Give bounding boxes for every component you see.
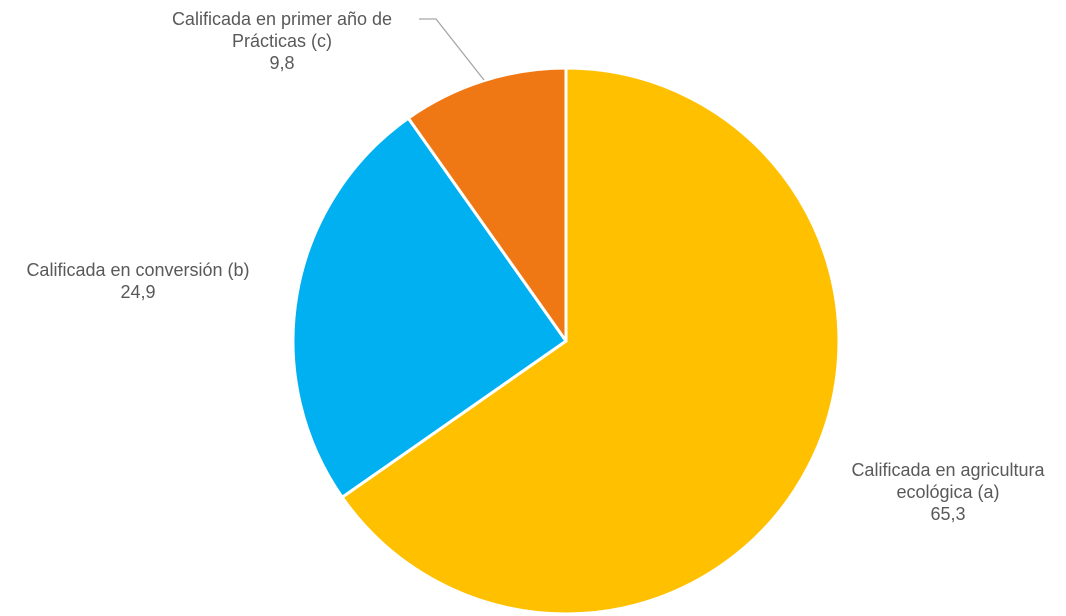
slice-category-line-0-0: Calificada en agricultura <box>851 460 1045 480</box>
leader-line-2 <box>419 18 485 81</box>
slice-value-2: 9,8 <box>269 53 294 73</box>
pie-slices <box>291 66 841 616</box>
slice-value-0: 65,3 <box>930 504 965 524</box>
slice-label-2: Calificada en primer año de Prácticas (c)… <box>172 9 392 73</box>
slice-label-1: Calificada en conversión (b) 24,9 <box>26 260 249 302</box>
slice-category-line-2-1: Prácticas (c) <box>232 31 332 51</box>
data-labels: Calificada en agricultura ecológica (a) 65… <box>26 9 1045 524</box>
slice-label-0: Calificada en agricultura ecológica (a) 65… <box>851 460 1045 524</box>
slice-category-line-2-0: Calificada en primer año de <box>172 9 392 29</box>
pie-slice-1 <box>291 116 568 499</box>
slice-category-line-1-0: Calificada en conversión (b) <box>26 260 249 280</box>
slice-category-line-0-1: ecológica (a) <box>896 482 999 502</box>
slice-value-1: 24,9 <box>120 282 155 302</box>
leader-lines <box>419 18 485 81</box>
pie-slice-2 <box>406 66 568 343</box>
pie-slice-0 <box>340 66 841 616</box>
